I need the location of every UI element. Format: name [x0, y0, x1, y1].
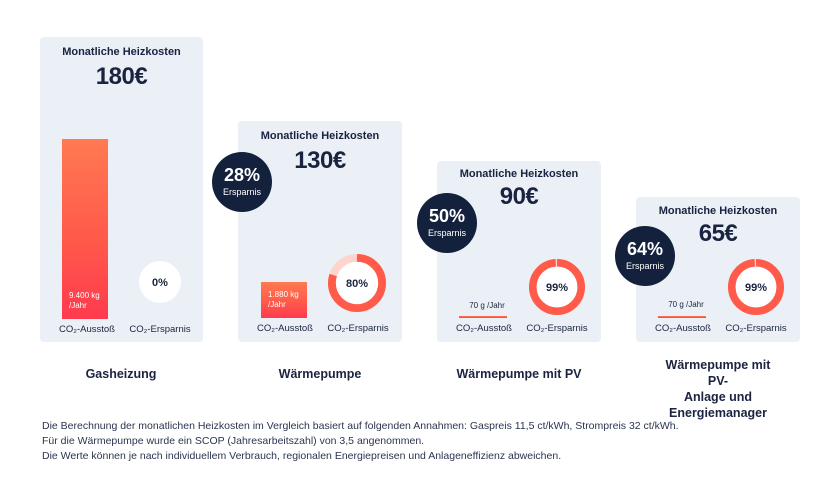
card-gasheizung: Monatliche Heizkosten 180€ 9.400 kg /Jah…: [40, 37, 203, 342]
co2-bar-label: 9.400 kg /Jahr: [69, 291, 100, 310]
donut-arc: [327, 253, 387, 313]
savings-donut: 80%: [327, 253, 387, 313]
card-title: Monatliche Heizkosten: [260, 130, 380, 142]
savings-badge: 28% Ersparnis: [212, 152, 272, 212]
co2-savings-label: CO₂-Ersparnis: [129, 324, 191, 335]
donut-value-label: 80%: [346, 278, 368, 290]
scenario-label: Wärmepumpe mit PV- Anlage und Energiemana…: [665, 358, 771, 420]
co2-savings-label: CO₂-Ersparnis: [725, 323, 787, 334]
savings-badge: 50% Ersparnis: [417, 193, 477, 253]
badge-label: Ersparnis: [625, 261, 664, 271]
scenario-label: Wärmepumpe mit PV: [456, 367, 582, 381]
co2-emission-label: CO₂-Ausstoß: [59, 324, 115, 335]
co2-emission-label: CO₂-Ausstoß: [456, 323, 512, 334]
card-waermepumpe: Monatliche Heizkosten 130€ 1.880 kg /Jah…: [238, 121, 402, 342]
badge-percent: 50%: [428, 206, 466, 226]
co2-bar-label: 1.880 kg /Jahr: [268, 290, 299, 309]
co2-value-label: 70 g /Jahr: [469, 301, 505, 310]
card-waermepumpe-pv: Monatliche Heizkosten 90€ 70 g /Jahr 99%…: [437, 161, 601, 342]
footnote-line: Für die Wärmepumpe wurde ein SCOP (Jahre…: [42, 435, 425, 447]
donut-arc: [728, 259, 784, 315]
co2-value-label: 70 g /Jahr: [668, 300, 704, 309]
co2-bar: [62, 139, 108, 319]
savings-donut: 0%: [139, 261, 181, 303]
card-price: 65€: [698, 220, 738, 247]
badge-percent: 64%: [626, 239, 664, 259]
badge-label: Ersparnis: [222, 187, 261, 197]
co2-bar: [658, 315, 706, 318]
scenario-label: Gasheizung: [85, 367, 157, 381]
card-price: 180€: [95, 63, 148, 90]
co2-bar: [459, 315, 507, 318]
card-price: 130€: [294, 147, 346, 174]
card-price: 90€: [499, 183, 539, 210]
donut-value-label: 99%: [546, 282, 568, 294]
donut-arc: [529, 259, 585, 315]
scenario-label: Wärmepumpe: [278, 367, 362, 381]
donut-value-label: 0%: [152, 277, 168, 289]
card-title: Monatliche Heizkosten: [62, 46, 181, 58]
co2-bar: [261, 282, 307, 318]
savings-donut: 99%: [529, 259, 585, 315]
donut-value-label: 99%: [745, 282, 767, 294]
co2-savings-label: CO₂-Ersparnis: [327, 323, 389, 334]
card-title: Monatliche Heizkosten: [459, 168, 579, 180]
footnote-line: Die Werte können je nach individuellem V…: [42, 450, 562, 462]
savings-donut: 99%: [728, 259, 784, 315]
savings-badge: 64% Ersparnis: [615, 226, 675, 286]
co2-savings-label: CO₂-Ersparnis: [526, 323, 588, 334]
badge-percent: 28%: [223, 165, 261, 185]
badge-label: Ersparnis: [427, 228, 466, 238]
co2-emission-label: CO₂-Ausstoß: [655, 323, 711, 334]
footnote-line: Die Berechnung der monatlichen Heizkoste…: [42, 420, 679, 432]
co2-emission-label: CO₂-Ausstoß: [257, 323, 313, 334]
donut-track: [139, 261, 181, 303]
card-title: Monatliche Heizkosten: [658, 205, 778, 217]
